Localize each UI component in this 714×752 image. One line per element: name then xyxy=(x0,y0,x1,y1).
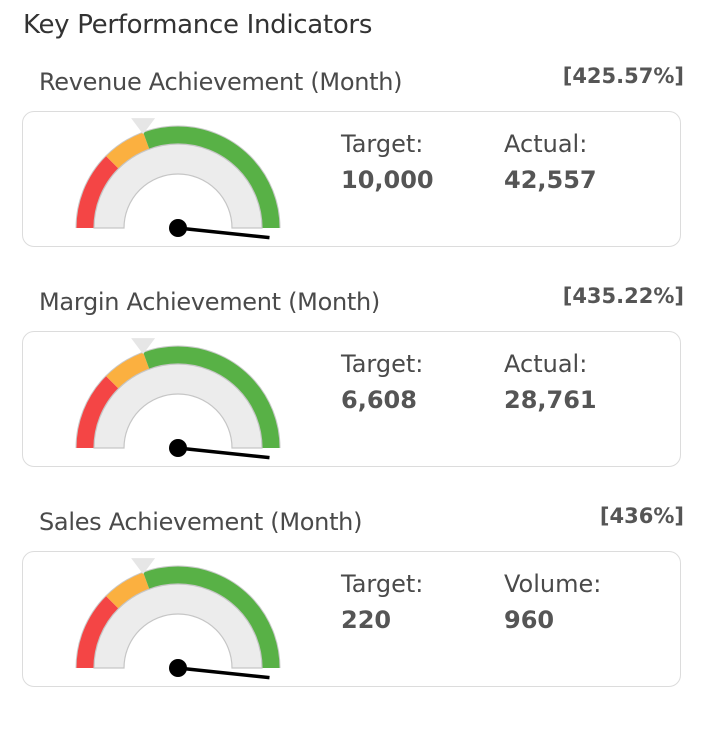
gauge-outline xyxy=(75,345,281,449)
gauge-track xyxy=(93,583,263,669)
kpi-title: Revenue Achievement (Month) xyxy=(39,68,403,96)
page-title: Key Performance Indicators xyxy=(23,10,373,40)
kpi-revenue: Revenue Achievement (Month) [425.57%] Ta… xyxy=(0,64,714,268)
target-label: Target: xyxy=(341,570,424,598)
gauge-needle-hub xyxy=(169,219,187,237)
actual-label: Actual: xyxy=(504,350,588,378)
gauge-outline xyxy=(75,565,281,669)
gauge-chart xyxy=(75,118,281,240)
gauge-needle-hub xyxy=(169,659,187,677)
gauge-needle-hub xyxy=(169,439,187,457)
actual-label: Actual: xyxy=(504,130,588,158)
target-value: 6,608 xyxy=(341,386,417,414)
target-pointer-icon xyxy=(131,338,156,355)
gauge-needle xyxy=(177,666,270,680)
volume-value: 960 xyxy=(504,606,555,634)
target-label: Target: xyxy=(341,350,424,378)
kpi-title: Margin Achievement (Month) xyxy=(39,288,380,316)
kpi-card[interactable]: Target: 220 Volume: 960 xyxy=(22,551,681,687)
gauge-track xyxy=(93,143,263,229)
target-pointer-icon xyxy=(131,558,156,575)
target-value: 10,000 xyxy=(341,166,434,194)
gauge-track xyxy=(93,363,263,449)
gauge-chart xyxy=(75,338,281,460)
gauge-chart xyxy=(75,558,281,680)
target-pointer-icon xyxy=(131,118,156,135)
kpi-card[interactable]: Target: 10,000 Actual: 42,557 xyxy=(22,111,681,247)
kpi-title: Sales Achievement (Month) xyxy=(39,508,363,536)
gauge-needle xyxy=(177,226,270,240)
kpi-percent: [436%] xyxy=(599,504,684,528)
kpi-percent: [425.57%] xyxy=(562,64,684,88)
kpi-percent: [435.22%] xyxy=(562,284,684,308)
gauge-needle xyxy=(177,446,270,460)
gauge-outline xyxy=(75,125,281,229)
kpi-card[interactable]: Target: 6,608 Actual: 28,761 xyxy=(22,331,681,467)
actual-value: 42,557 xyxy=(504,166,597,194)
actual-value: 28,761 xyxy=(504,386,597,414)
target-value: 220 xyxy=(341,606,392,634)
target-label: Target: xyxy=(341,130,424,158)
volume-label: Volume: xyxy=(504,570,602,598)
kpi-sales: Sales Achievement (Month) [436%] Target:… xyxy=(0,504,714,708)
kpi-margin: Margin Achievement (Month) [435.22%] Tar… xyxy=(0,284,714,488)
